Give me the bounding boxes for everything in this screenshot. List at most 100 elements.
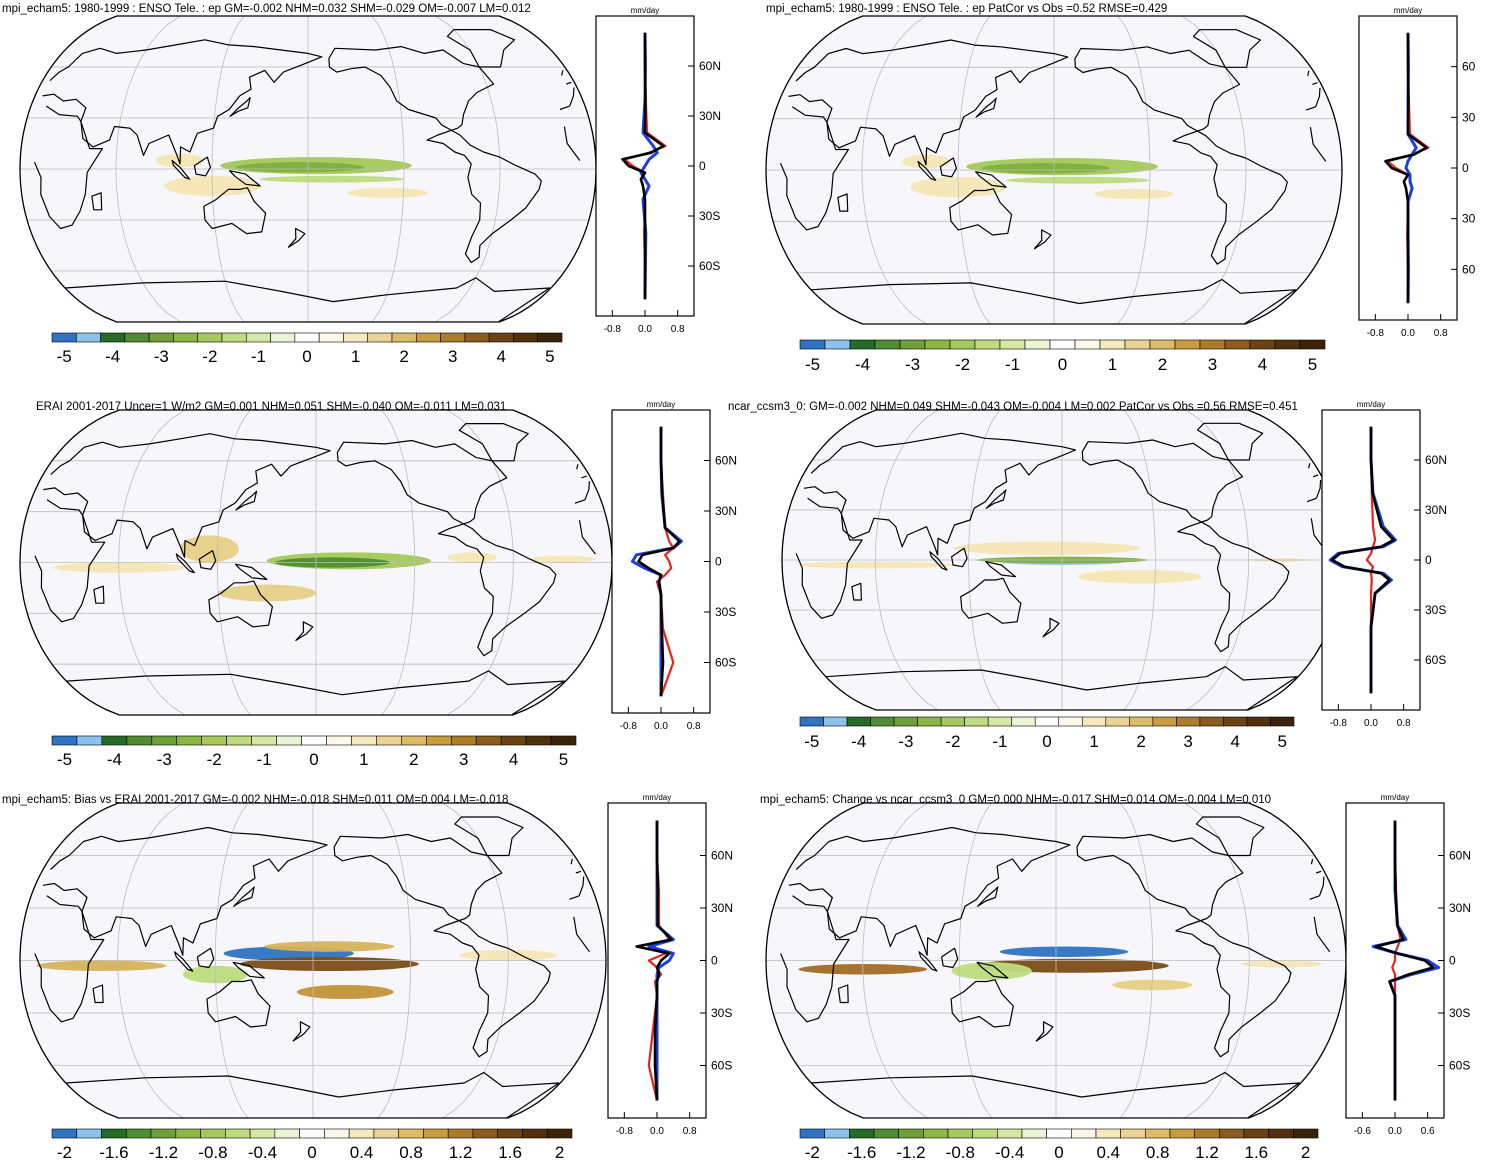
profile-x-label: 0.6 <box>1421 1126 1435 1137</box>
anomaly-region <box>179 535 239 563</box>
coastline-borneo <box>198 550 217 570</box>
coastline-japan <box>977 886 999 907</box>
colorbar-bin <box>823 716 848 727</box>
profile-series-black <box>1374 820 1435 1101</box>
colorbar: -5 -4 -3 -2 -1 0 1 2 3 4 5 <box>51 332 563 366</box>
colorbar-bin <box>824 1128 850 1139</box>
coastline-africa <box>34 895 105 1023</box>
colorbar-label: 5 <box>545 347 554 366</box>
coastline-africa <box>34 499 106 623</box>
colorbar-label: 2 <box>409 750 418 769</box>
coastline-nz <box>292 1021 311 1042</box>
colorbar-bin <box>1011 716 1036 727</box>
profile-x-label: 0.0 <box>638 324 652 335</box>
colorbar-bin <box>1243 1128 1269 1139</box>
map-contents <box>782 410 1342 710</box>
coastline-eurasia <box>578 876 585 897</box>
colorbar-label: 5 <box>559 750 568 769</box>
colorbar-bin <box>1176 716 1201 727</box>
colorbar: -2 -1.6 -1.2 -0.8 -0.4 0 0.4 0.8 1.2 1.6 2 <box>51 1128 573 1162</box>
profile-x-label: -0.6 <box>1354 1126 1372 1137</box>
colorbar-bin <box>447 1128 474 1139</box>
anomaly-region <box>347 187 428 198</box>
colorbar-bin <box>899 339 926 350</box>
colorbar-bin <box>972 1128 998 1139</box>
anomaly-region <box>296 985 394 999</box>
colorbar-label: -4 <box>851 732 866 751</box>
colorbar-bin <box>1099 339 1126 350</box>
graticule-lon <box>874 410 939 710</box>
colorbar-label: -3 <box>905 355 920 374</box>
colorbar: -5 -4 -3 -2 -1 0 1 2 3 4 5 <box>799 339 1326 374</box>
graticule-lon <box>381 410 416 715</box>
coastline-antarctica <box>825 666 1298 710</box>
coastline-japan <box>229 97 251 117</box>
panel-p6: mpi_echam5: Change vs ncar_ccsm3_0 GM=0.… <box>760 793 1471 1162</box>
coastline-eurasia <box>803 432 1077 556</box>
profile-x-label: 0.0 <box>1364 718 1378 729</box>
colorbar-bin <box>1024 339 1051 350</box>
coastline-eurasia <box>1315 87 1321 107</box>
coastline-madagascar <box>837 984 849 1004</box>
colorbar-bin <box>1081 716 1107 727</box>
coastline-africa <box>795 497 863 619</box>
colorbar-label: 1.6 <box>1245 1143 1269 1162</box>
profile-unit: mm/day <box>647 400 675 409</box>
profile-x-label: 0.0 <box>1401 328 1415 339</box>
colorbar-bin <box>326 735 352 746</box>
coastline-japan <box>233 886 255 907</box>
colorbar-bin <box>1074 339 1101 350</box>
coastline-americas_n <box>1074 46 1288 265</box>
colorbar-label: 4 <box>1230 732 1239 751</box>
anomaly-region <box>953 541 1140 555</box>
profile-lat-label: 30S <box>715 605 736 619</box>
coastline-americas_n <box>1076 833 1292 1058</box>
colorbar-label: 2 <box>399 347 408 366</box>
profile-lat-label: 30S <box>699 209 720 223</box>
colorbar-label: 2 <box>1301 1143 1310 1162</box>
coastline-africa <box>569 895 580 900</box>
coastline-nz <box>1033 229 1052 250</box>
colorbar-label: 3 <box>1208 355 1217 374</box>
colorbar-label: -2 <box>202 347 217 366</box>
colorbar-label: 4 <box>509 750 518 769</box>
coastline-africa <box>33 105 103 230</box>
colorbar-label: 2 <box>1136 732 1145 751</box>
colorbar-bin <box>415 332 441 343</box>
colorbar-label: 2 <box>555 1143 564 1162</box>
panel-p1: mpi_echam5: 1980-1999 : ENSO Tele. : ep … <box>2 3 721 366</box>
coastline-africa <box>578 519 596 555</box>
zonal-profile: mm/day 60N 30N 0 30S 60S -0.6 0.0 0.6 <box>1345 793 1471 1137</box>
coastline-japan <box>975 97 997 118</box>
profile-lat-label: 30S <box>1425 603 1446 617</box>
colorbar-bin <box>874 339 901 350</box>
profile-lat-label: 0 <box>1462 161 1469 175</box>
coastline-sumatra <box>917 160 937 181</box>
colorbar-bin <box>318 332 344 343</box>
graticule-lon <box>862 803 928 1118</box>
colorbar-bin <box>440 332 466 343</box>
profile-lat-label: 30N <box>715 504 737 518</box>
colorbar-bin <box>1199 716 1224 727</box>
colorbar-bin <box>425 735 452 746</box>
profile-lat-label: 30S <box>711 1006 732 1020</box>
coastline-newguinea <box>976 961 1009 979</box>
profile-lat-label: 60S <box>711 1059 732 1073</box>
colorbar-bin <box>176 735 203 746</box>
coastline-australia <box>203 187 267 235</box>
anomaly-region <box>982 163 1110 174</box>
anomaly-region <box>1006 176 1150 184</box>
coastline-uk <box>581 475 587 479</box>
colorbar-bin <box>1149 339 1176 350</box>
coastline-nz <box>1035 1021 1054 1042</box>
zonal-profile: mm/day 60N 30N 0 30S 60S -0.8 0.0 0.8 <box>607 793 733 1137</box>
anomaly-region <box>236 162 364 173</box>
coastline-australia <box>206 979 271 1028</box>
colorbar-bin <box>276 735 302 746</box>
colorbar-bin <box>1021 1128 1047 1139</box>
anomaly-region <box>529 555 596 563</box>
colorbar-bin <box>1120 1128 1146 1139</box>
coastline-australia <box>208 580 273 628</box>
profile-x-label: 0.0 <box>654 721 668 732</box>
